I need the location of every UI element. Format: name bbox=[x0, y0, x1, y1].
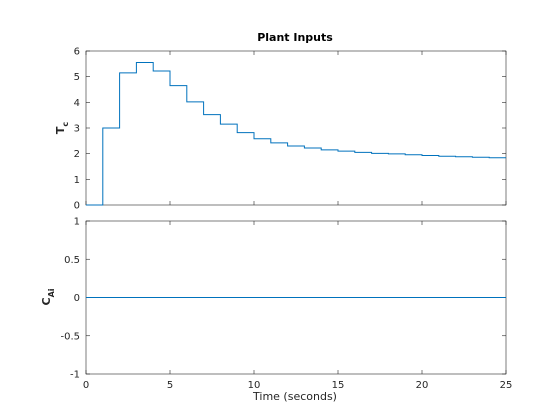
chart-title: Plant Inputs bbox=[257, 31, 333, 44]
axes-bottom: 0 5 10 15 20 25 -1 -0.5 0 0.5 1 CAi Time (seconds) bbox=[40, 217, 512, 404]
series-line-top-0 bbox=[86, 62, 506, 206]
y-tick-label-bottom-1: -0.5 bbox=[60, 331, 80, 342]
axes-top-series bbox=[86, 62, 506, 206]
y-axis-label-bottom: CAi bbox=[40, 288, 56, 305]
y-axis-label-bottom-sub: Ai bbox=[47, 288, 56, 297]
x-tick-label-bottom-2: 10 bbox=[248, 380, 261, 391]
y-tick-label-top-0: 0 bbox=[74, 201, 80, 212]
y-tick-label-top-4: 4 bbox=[74, 98, 80, 109]
y-axis-label-top: Tc bbox=[54, 122, 70, 135]
y-tick-label-top-1: 1 bbox=[74, 175, 80, 186]
y-axis-label-top-sub: c bbox=[61, 122, 70, 127]
x-tick-label-bottom-5: 25 bbox=[500, 380, 513, 391]
x-tick-label-bottom-0: 0 bbox=[83, 380, 89, 391]
axes-top-frame bbox=[85, 50, 507, 206]
axes-top: 0 1 2 3 4 5 6 Tc bbox=[54, 47, 507, 212]
y-tick-label-bottom-4: 1 bbox=[74, 217, 80, 228]
y-tick-label-bottom-2: 0 bbox=[74, 293, 80, 304]
y-tick-label-top-2: 2 bbox=[74, 149, 80, 160]
x-axis-label: Time (seconds) bbox=[252, 390, 337, 403]
y-tick-label-top-5: 5 bbox=[74, 72, 80, 83]
y-tick-label-bottom-3: 0.5 bbox=[64, 255, 80, 266]
x-tick-label-bottom-1: 5 bbox=[167, 380, 173, 391]
axes-bottom-ticks: 0 5 10 15 20 25 -1 -0.5 0 0.5 1 bbox=[60, 217, 512, 392]
y-tick-label-top-6: 6 bbox=[74, 47, 80, 58]
y-tick-label-top-3: 3 bbox=[74, 124, 80, 135]
x-tick-label-bottom-3: 15 bbox=[332, 380, 345, 391]
y-axis-label-bottom-main: C bbox=[40, 297, 53, 305]
y-tick-label-bottom-0: -1 bbox=[70, 370, 80, 381]
x-tick-label-bottom-4: 20 bbox=[416, 380, 429, 391]
y-axis-label-top-main: T bbox=[54, 126, 67, 134]
